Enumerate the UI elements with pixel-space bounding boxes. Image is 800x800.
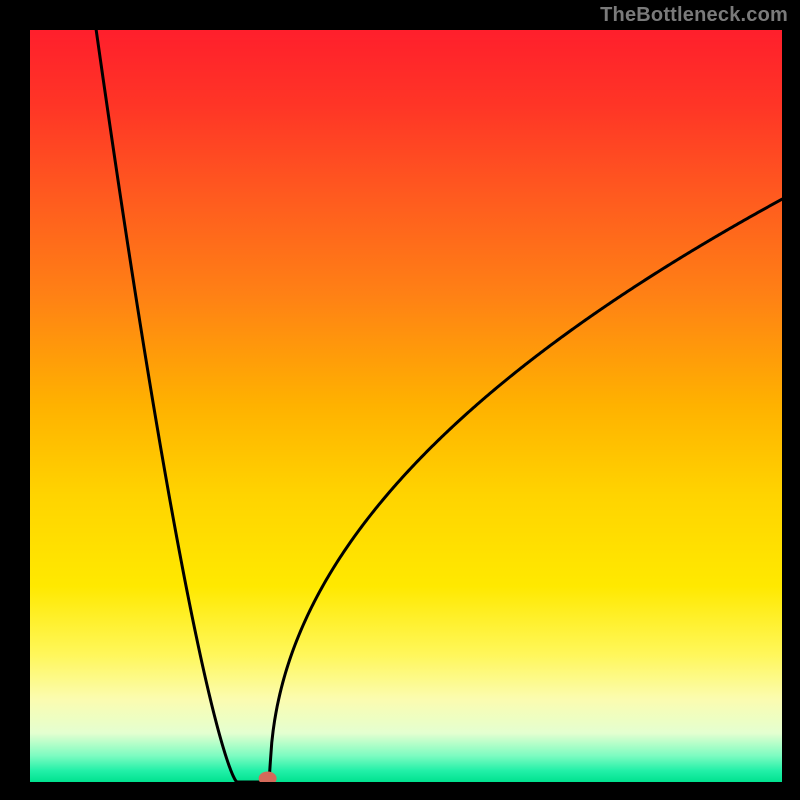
gradient-background (30, 30, 782, 782)
bottleneck-chart (30, 30, 782, 782)
chart-container: TheBottleneck.com (0, 0, 800, 800)
watermark-text: TheBottleneck.com (600, 4, 788, 27)
